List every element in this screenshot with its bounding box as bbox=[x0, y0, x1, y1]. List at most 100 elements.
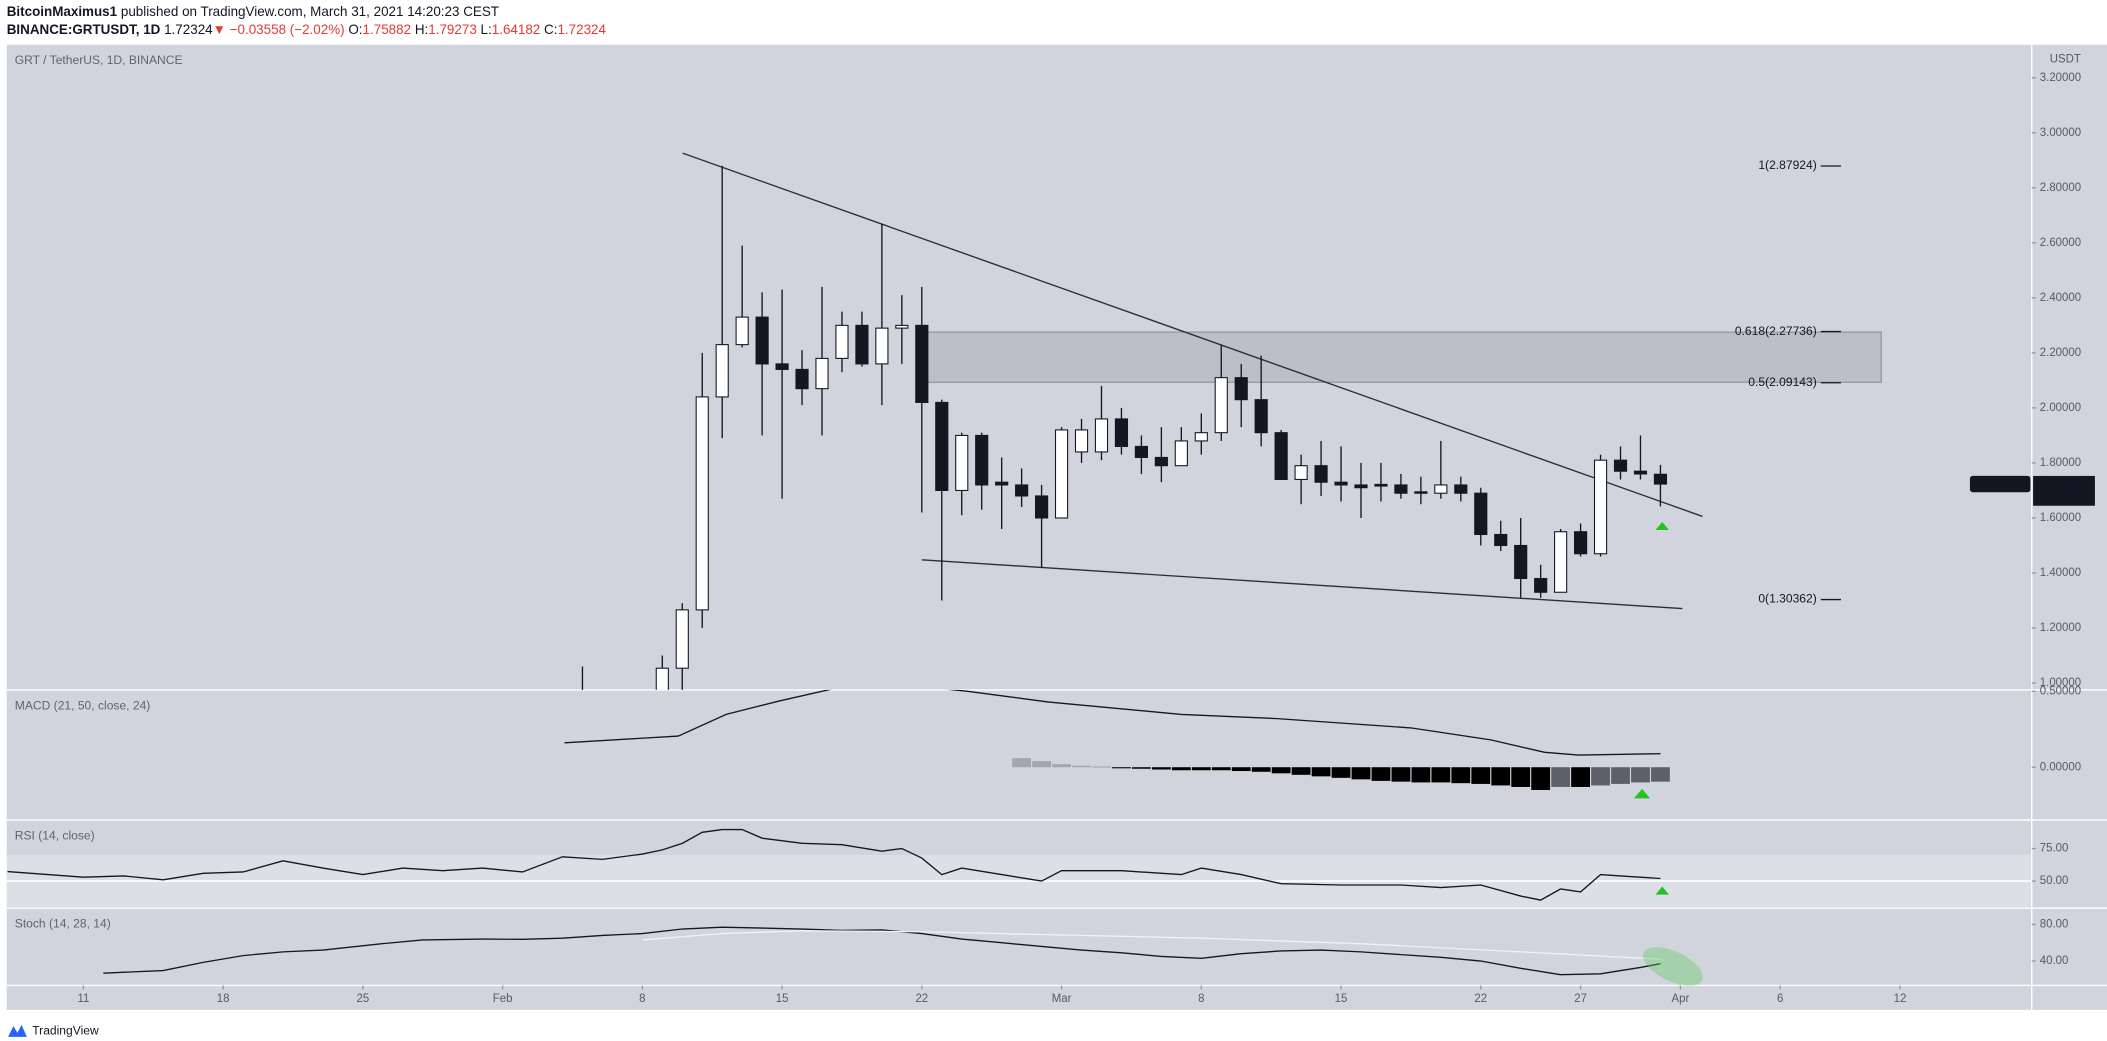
fib-level-label: 0.618(2.27736) bbox=[1735, 324, 1817, 338]
y-tick-label: 3.00000 bbox=[2040, 127, 2081, 139]
x-tick-label: 18 bbox=[217, 993, 230, 1005]
macd-histogram-bar bbox=[1291, 767, 1311, 775]
y-tick-label: 1.40000 bbox=[2040, 567, 2081, 579]
pane bbox=[103, 926, 1661, 976]
x-tick-label: 6 bbox=[1777, 993, 1783, 1005]
candle-body bbox=[1354, 484, 1368, 489]
last-price-tag bbox=[2033, 475, 2095, 506]
candle-body bbox=[1234, 377, 1248, 401]
symbol: BINANCE:GRTUSDT, 1D bbox=[7, 21, 161, 36]
macd-histogram-bar bbox=[1112, 767, 1131, 769]
macd-histogram-bar bbox=[1171, 767, 1191, 771]
last-price-label: 1.72324 bbox=[2040, 476, 2084, 490]
published: published on TradingView.com, March 31, … bbox=[121, 4, 499, 19]
candle-body bbox=[875, 327, 889, 365]
y-tick-label: 50.00 bbox=[2040, 875, 2069, 887]
x-tick-label: 22 bbox=[915, 993, 928, 1005]
ohlc-label: C: bbox=[544, 21, 557, 36]
y-tick-label: 1.20000 bbox=[2040, 622, 2081, 634]
x-tick-label: Feb bbox=[493, 993, 513, 1005]
macd-histogram-bar bbox=[1451, 767, 1471, 784]
candle-body bbox=[1214, 377, 1228, 434]
ohlc-label: O: bbox=[348, 21, 362, 36]
macd-histogram-bar bbox=[1311, 767, 1331, 777]
chart-background bbox=[6, 44, 2107, 1010]
indicator-line bbox=[7, 828, 1661, 901]
macd-histogram-bar bbox=[1371, 767, 1391, 781]
down-arrow: ▼ bbox=[213, 21, 226, 36]
candle-body bbox=[1613, 459, 1628, 472]
candle-body bbox=[815, 357, 829, 390]
logo-icon bbox=[8, 1024, 27, 1037]
y-tick-label: 2.00000 bbox=[2040, 402, 2081, 414]
x-tick-label: 27 bbox=[1574, 993, 1587, 1005]
pane-title: GRT / TetherUS, 1D, BINANCE bbox=[15, 53, 183, 67]
symbol-tag bbox=[1969, 475, 2031, 493]
macd-histogram-bar bbox=[1351, 767, 1371, 780]
macd-histogram-bar bbox=[1551, 767, 1571, 787]
x-tick-label: Mar bbox=[1052, 993, 1072, 1005]
macd-histogram-bar bbox=[1211, 767, 1231, 771]
ohlc-value: 1.75882 bbox=[363, 21, 412, 36]
resistance-zone bbox=[921, 331, 1882, 383]
ohlc-value: 1.64182 bbox=[492, 21, 541, 36]
candle-body bbox=[715, 344, 729, 398]
price-axis-unit: USDT bbox=[2050, 54, 2081, 66]
pane bbox=[564, 689, 1670, 790]
candle-body bbox=[735, 316, 749, 346]
ohlc-label: L: bbox=[481, 21, 492, 36]
candle-body bbox=[1633, 470, 1648, 475]
macd-histogram-bar bbox=[1012, 758, 1032, 768]
candle-body bbox=[655, 667, 669, 690]
pane bbox=[581, 165, 1668, 690]
pane bbox=[6, 828, 2032, 908]
x-tick-label: 8 bbox=[639, 993, 645, 1005]
candle-body bbox=[935, 401, 949, 491]
candle-body bbox=[1394, 484, 1408, 494]
macd-histogram-bar bbox=[1231, 767, 1251, 772]
macd-histogram-bar bbox=[1191, 767, 1211, 771]
candle-body bbox=[1414, 491, 1428, 494]
header-line-2: BINANCE:GRTUSDT, 1D 1.72324▼ −0.03558 (−… bbox=[7, 21, 607, 36]
candle-body bbox=[755, 316, 769, 365]
candle-body bbox=[1194, 432, 1208, 442]
tradingview-logo[interactable]: TradingView bbox=[8, 1024, 99, 1038]
candle-body bbox=[1514, 544, 1528, 580]
y-tick-label: 1.60000 bbox=[2040, 512, 2081, 524]
candle-body bbox=[1114, 418, 1129, 447]
support-line bbox=[921, 559, 1683, 610]
macd-histogram-bar bbox=[1651, 767, 1670, 782]
candle-body bbox=[1294, 465, 1308, 480]
y-tick-label: 1.80000 bbox=[2040, 457, 2081, 469]
descending-resistance-line bbox=[682, 152, 1703, 518]
y-tick-label: 40.00 bbox=[2040, 955, 2069, 967]
change: −0.03558 (−2.02%) bbox=[230, 21, 345, 36]
macd-histogram-bar bbox=[1631, 767, 1650, 783]
y-tick-label: 75.00 bbox=[2040, 843, 2069, 855]
author[interactable]: BitcoinMaximus1 bbox=[7, 4, 118, 19]
candle-body bbox=[1314, 465, 1328, 483]
macd-histogram-bar bbox=[1391, 767, 1411, 782]
y-tick-label: 2.80000 bbox=[2040, 182, 2081, 194]
candle-body bbox=[1454, 484, 1468, 494]
rsi-signal-arrow bbox=[1655, 886, 1669, 895]
fib-level-label: 0(1.30362) bbox=[1758, 592, 1816, 606]
y-tick-label: 0.50000 bbox=[2040, 685, 2081, 697]
chart-layers: GRT / TetherUS, 1D, BINANCE 1.00000 1.2000… bbox=[6, 53, 2095, 1005]
candle-body bbox=[1035, 495, 1049, 519]
pane-title: MACD (21, 50, close, 24) bbox=[15, 698, 151, 712]
candle-body bbox=[835, 324, 849, 359]
y-tick-label: 80.00 bbox=[2040, 918, 2069, 930]
candle-body bbox=[1494, 533, 1508, 547]
candle-body bbox=[1054, 429, 1069, 519]
candle-body bbox=[1554, 531, 1568, 593]
candle-body bbox=[795, 368, 809, 390]
candle-body bbox=[995, 481, 1009, 486]
macd-histogram-bar bbox=[1571, 767, 1590, 787]
stoch-highlight bbox=[1643, 947, 1703, 986]
macd-histogram-bar bbox=[1251, 767, 1271, 772]
candle-body bbox=[915, 324, 929, 403]
header-line-1: BitcoinMaximus1 published on TradingView… bbox=[7, 4, 499, 19]
fib-level-label: 0.5(2.09143) bbox=[1748, 375, 1816, 389]
